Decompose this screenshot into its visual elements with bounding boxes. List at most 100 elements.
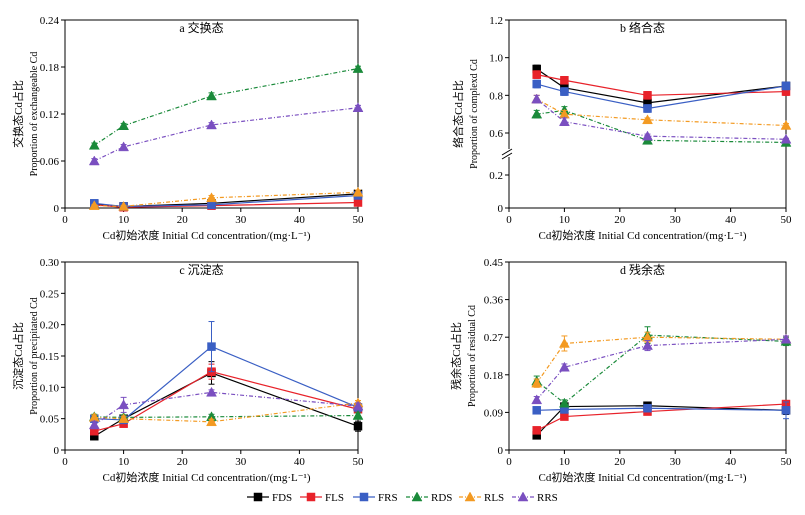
series-line [536, 74, 787, 96]
data-point [780, 133, 792, 144]
y-tick-label: 0.09 [484, 407, 504, 419]
data-point [352, 400, 364, 411]
data-point [558, 337, 570, 348]
x-tick-label: 50 [781, 214, 793, 226]
legend-item-fls: FLS [300, 492, 344, 504]
x-tick-label: 50 [353, 456, 365, 468]
data-point [531, 377, 543, 388]
legend-item-frs: FRS [353, 492, 398, 504]
y-tick-label: 0 [498, 445, 504, 457]
y-tick-label: 0.12 [40, 109, 59, 121]
x-tick-label: 20 [177, 456, 189, 468]
legend: FDS FLS FRS RDS RLS RRS [247, 491, 558, 504]
legend-item-rds: RDS [406, 491, 452, 504]
x-tick-label: 40 [725, 214, 737, 226]
y-tick-label: 0.36 [484, 295, 504, 307]
data-point [531, 93, 543, 104]
data-point [780, 119, 792, 130]
y-tick-label: 0.6 [489, 128, 503, 140]
series-line [536, 98, 787, 127]
y-axis-label-cn: 沉淀态Cd占比 [11, 322, 25, 390]
chart-panel-3: 0 10 20 30 40 50 0 0.05 0.10 0.15 0.20 0.25 0.30 c 沉淀… [11, 257, 364, 484]
plot-frame [508, 261, 787, 451]
series-fds [532, 64, 791, 110]
legend-marker [359, 492, 369, 502]
legend-label: RLS [484, 492, 504, 504]
chart-panel-1: 0 10 20 30 40 50 0 0.06 0.12 0.18 0.24 a 交换态 Cd初始浓度 … [11, 15, 364, 242]
x-tick-label: 20 [177, 214, 189, 226]
data-point [643, 403, 652, 413]
y-axis-label-en: Proportion of precipitated Cd [29, 297, 40, 414]
data-point [88, 155, 100, 166]
series-line [536, 334, 787, 404]
series-frs [532, 79, 791, 113]
data-point [560, 76, 569, 85]
data-point [532, 406, 541, 415]
data-point [781, 406, 791, 415]
x-tick-label: 0 [62, 456, 68, 468]
data-point [352, 186, 364, 197]
series-fls [90, 198, 363, 212]
legend-marker [517, 491, 529, 502]
legend-marker [464, 491, 476, 502]
y-axis-label-en: Proportion of exchangeable Cd [29, 52, 40, 177]
data-point [560, 87, 569, 96]
legend-marker [306, 492, 316, 502]
x-axis-label: Cd初始浓度 Initial Cd concentration/(mg·L⁻¹) [539, 228, 747, 242]
series-line [94, 191, 359, 208]
plot-frame [508, 19, 787, 209]
chart-panel-2: 0 10 20 30 40 50 0 0.2 0.6 0.8 1.0 1.2 b 络合态 Cd初始浓度 I… [451, 15, 792, 242]
data-point [532, 426, 541, 435]
legend-marker [253, 492, 263, 502]
legend-item-fds: FDS [247, 492, 292, 504]
x-tick-label: 50 [781, 456, 793, 468]
series-line [94, 345, 359, 421]
legend-label: FDS [272, 492, 292, 504]
series-line [94, 371, 359, 432]
axis-break-gap [503, 149, 515, 157]
y-tick-label: 0.27 [484, 332, 504, 344]
data-point [118, 200, 130, 211]
series-line [93, 372, 359, 437]
data-point [531, 394, 543, 405]
data-point [206, 192, 217, 203]
data-point [88, 200, 100, 210]
y-tick-label: 0.45 [484, 257, 504, 269]
panel-title: d 残余态 [620, 262, 665, 277]
data-point [780, 333, 792, 344]
y-tick-label: 0.06 [40, 156, 60, 168]
series-line [94, 402, 359, 423]
x-tick-label: 20 [614, 456, 626, 468]
data-point [643, 104, 652, 113]
y-tick-label: 1.0 [489, 53, 503, 65]
y-axis-label-cn: 交换态Cd占比 [11, 80, 25, 148]
x-tick-label: 50 [353, 214, 365, 226]
series-rrs [88, 102, 364, 166]
data-point [531, 108, 543, 119]
x-tick-label: 30 [670, 214, 682, 226]
data-point [118, 120, 130, 130]
data-point [558, 397, 570, 408]
series-fls [532, 399, 791, 435]
series-frs [90, 321, 363, 425]
x-tick-label: 10 [118, 214, 130, 226]
legend-label: FLS [325, 492, 344, 504]
series-rls [531, 93, 792, 130]
y-tick-label: 0.05 [40, 414, 60, 426]
data-point [352, 63, 364, 73]
data-point [206, 119, 217, 130]
series-fds [532, 401, 791, 440]
series-line [94, 414, 359, 419]
data-point [642, 340, 653, 350]
data-point [206, 386, 217, 397]
y-tick-label: 0.18 [40, 62, 60, 74]
x-tick-label: 10 [118, 456, 130, 468]
series-rrs [531, 333, 792, 405]
y-tick-label: 0.30 [40, 257, 60, 269]
y-tick-label: 0.15 [40, 351, 60, 363]
data-point [352, 102, 364, 112]
series-line [536, 109, 787, 144]
plot-frame [64, 19, 359, 209]
x-tick-label: 0 [506, 214, 512, 226]
